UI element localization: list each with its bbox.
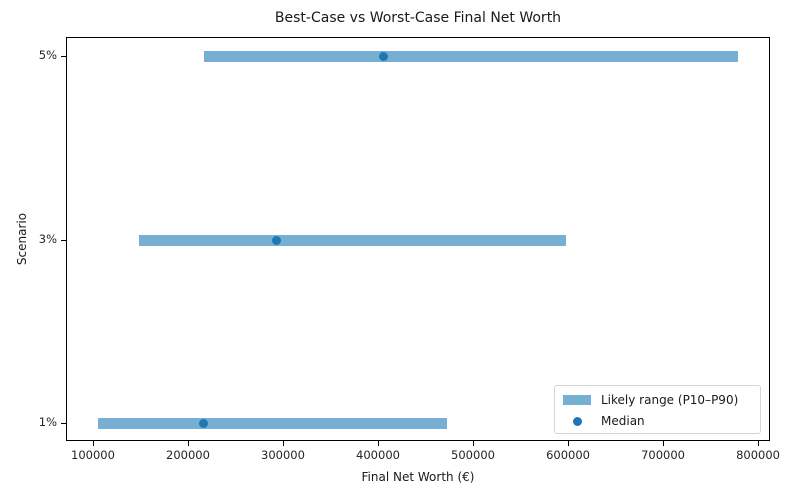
x-tick-mark — [473, 441, 474, 446]
range-bar — [97, 417, 448, 429]
legend-item-median: Median — [563, 414, 645, 428]
median-marker — [379, 51, 389, 61]
legend-item-range: Likely range (P10–P90) — [563, 393, 738, 407]
x-tick-label: 400000 — [356, 448, 400, 462]
y-tick-label: 1% — [38, 415, 57, 429]
legend-label-range: Likely range (P10–P90) — [601, 393, 739, 407]
x-tick-mark — [663, 441, 665, 446]
median-marker — [271, 235, 281, 245]
x-tick-label: 300000 — [261, 448, 305, 462]
legend-label-median: Median — [601, 414, 645, 428]
x-tick-mark — [378, 441, 379, 446]
plot-area — [66, 37, 770, 441]
x-tick-label: 100000 — [71, 448, 115, 462]
y-tick-mark — [61, 56, 66, 57]
chart-title: Best-Case vs Worst-Case Final Net Worth — [274, 10, 562, 26]
legend: Likely range (P10–P90) Median — [554, 385, 761, 434]
x-tick-label: 800000 — [736, 448, 780, 462]
x-tick-label: 600000 — [546, 448, 590, 462]
x-tick-mark — [187, 441, 189, 446]
x-tick-label: 200000 — [166, 448, 210, 462]
y-tick-mark — [61, 240, 66, 241]
x-tick-mark — [758, 441, 760, 446]
x-tick-label: 700000 — [641, 448, 685, 462]
y-tick-mark — [61, 423, 66, 424]
y-tick-label: 3% — [38, 232, 57, 246]
y-tick-label: 5% — [38, 48, 57, 62]
x-axis-label: Final Net Worth (€) — [361, 470, 475, 484]
x-tick-mark — [92, 441, 94, 446]
median-dot-icon — [572, 416, 582, 426]
range-bar — [204, 50, 739, 62]
x-tick-label: 500000 — [451, 448, 495, 462]
range-bar — [138, 234, 567, 246]
x-tick-mark — [568, 441, 570, 446]
median-marker — [198, 418, 208, 428]
x-tick-mark — [282, 441, 284, 446]
range-swatch-icon — [563, 395, 591, 405]
